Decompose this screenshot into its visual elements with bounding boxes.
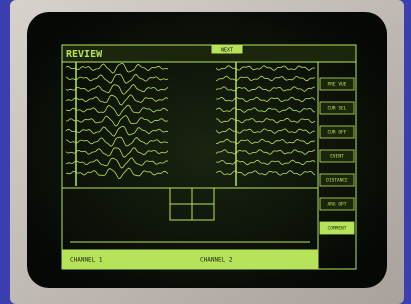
- side-button-label: CUR OFF: [328, 130, 347, 136]
- title: REVIEW: [66, 49, 103, 60]
- footer-left: CHANNEL 1: [70, 257, 103, 264]
- footer-right: CHANNEL 2: [200, 257, 233, 264]
- side-button-label: ARG OPT: [328, 202, 347, 208]
- side-button-label: DISTANCE: [326, 178, 348, 184]
- photo: REVIEW NEXT CHANNEL 1 CHANNEL 2 PRE VUE C…: [0, 0, 411, 304]
- page: {"header": {"title": "REVIEW", "tab": "N…: [0, 0, 411, 304]
- top-bar: [62, 45, 356, 62]
- side-button-label: EVENT: [330, 154, 344, 160]
- tab-label: NEXT: [221, 48, 233, 54]
- side-button-label: COMMENT: [328, 226, 347, 232]
- side-button-label: CUR SEL: [328, 106, 347, 112]
- side-button-label: PRE VUE: [328, 82, 347, 88]
